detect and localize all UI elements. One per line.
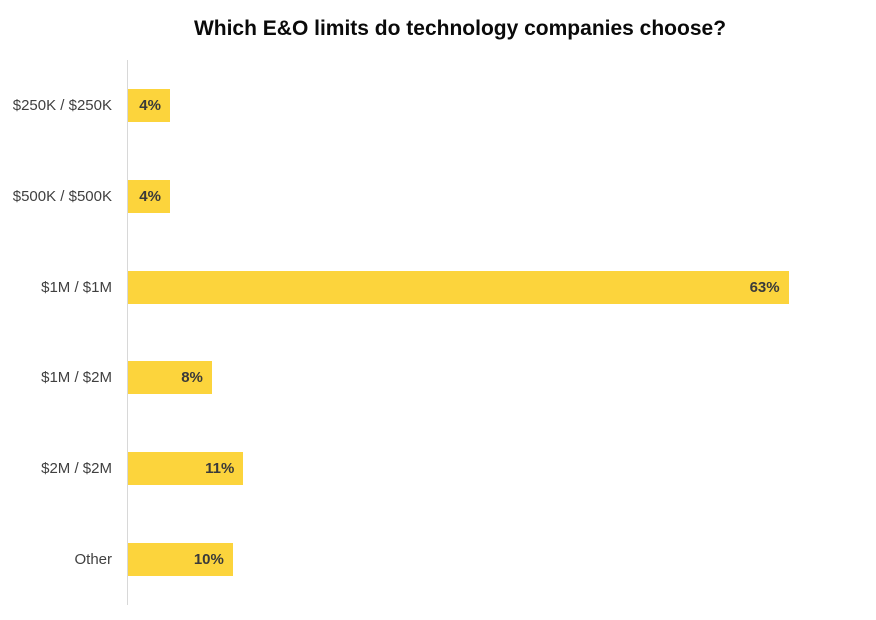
chart-row: $1M / $1M 63% [0, 242, 876, 333]
bar-track: 11% [128, 452, 876, 486]
category-label: Other [74, 551, 112, 569]
data-label: 4% [139, 96, 161, 114]
data-label: 4% [139, 187, 161, 205]
chart-row: $1M / $2M 8% [0, 333, 876, 424]
data-label: 11% [205, 460, 235, 478]
y-axis-line [127, 60, 128, 605]
bar: 11% [128, 452, 244, 486]
bar: 4% [128, 88, 170, 122]
bar: 4% [128, 179, 170, 213]
bar-track: 4% [128, 179, 876, 213]
chart-row: $250K / $250K 4% [0, 60, 876, 151]
bar-track: 63% [128, 270, 876, 304]
bar-track: 10% [128, 543, 876, 577]
chart-title: Which E&O limits do technology companies… [193, 17, 727, 40]
category-label: $250K / $250K [12, 96, 112, 114]
chart-row: $2M / $2M 11% [0, 423, 876, 514]
chart-row: $500K / $500K 4% [0, 151, 876, 242]
category-label: $500K / $500K [12, 187, 112, 205]
category-label: $1M / $2M [41, 369, 112, 387]
category-label: $1M / $1M [41, 278, 112, 296]
data-label: 10% [193, 551, 224, 569]
category-label: $2M / $2M [41, 460, 112, 478]
data-label: 63% [749, 278, 780, 296]
data-label: 8% [181, 369, 203, 387]
chart-row: Other 10% [0, 514, 876, 605]
bar-track: 4% [128, 88, 876, 122]
bar: 8% [128, 361, 212, 395]
bar-track: 8% [128, 361, 876, 395]
bar: 10% [128, 543, 233, 577]
plot-area: $250K / $250K 4% $500K / $500K 4% $1M / $1M 6… [0, 60, 876, 605]
bar: 63% [128, 270, 789, 304]
